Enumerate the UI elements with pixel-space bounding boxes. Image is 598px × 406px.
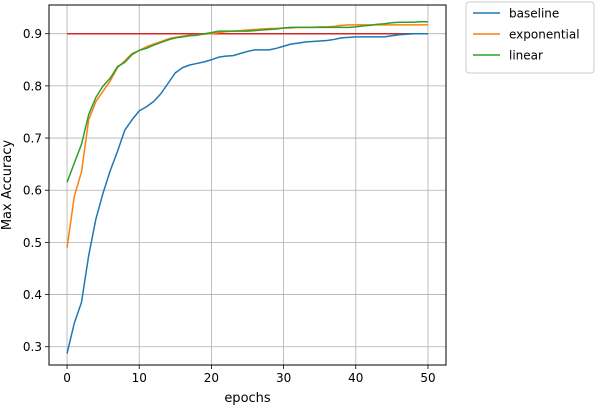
y-tick-label: 0.5 [23, 236, 42, 250]
legend-label-exponential: exponential [509, 28, 580, 42]
legend: baseline exponential linear [465, 1, 595, 74]
series-line-exponential [66, 24, 428, 248]
y-tick-label: 0.4 [23, 288, 42, 302]
x-axis-ticks: 0 10 20 30 40 50 [63, 365, 436, 385]
series-layer [66, 20, 428, 354]
y-tick-label: 0.3 [23, 340, 42, 354]
series-line-baseline [66, 32, 428, 354]
grid-lines [49, 5, 446, 365]
x-axis-label: epochs [224, 391, 271, 406]
legend-label-linear: linear [509, 49, 543, 63]
y-axis-ticks: 0.3 0.4 0.5 0.6 0.7 0.8 0.9 [23, 27, 49, 354]
x-tick-label: 40 [348, 371, 363, 385]
plot-area-frame [48, 4, 447, 366]
series-line-linear [66, 20, 428, 183]
x-tick-label: 10 [132, 371, 147, 385]
y-tick-label: 0.7 [23, 132, 42, 146]
x-tick-label: 0 [63, 371, 71, 385]
y-axis-label: Max Accuracy [0, 140, 15, 231]
x-tick-label: 20 [204, 371, 219, 385]
y-tick-label: 0.8 [23, 79, 42, 93]
y-tick-label: 0.6 [23, 184, 42, 198]
legend-label-baseline: baseline [509, 7, 559, 21]
x-tick-label: 50 [420, 371, 435, 385]
x-tick-label: 30 [276, 371, 291, 385]
y-tick-label: 0.9 [23, 27, 42, 41]
